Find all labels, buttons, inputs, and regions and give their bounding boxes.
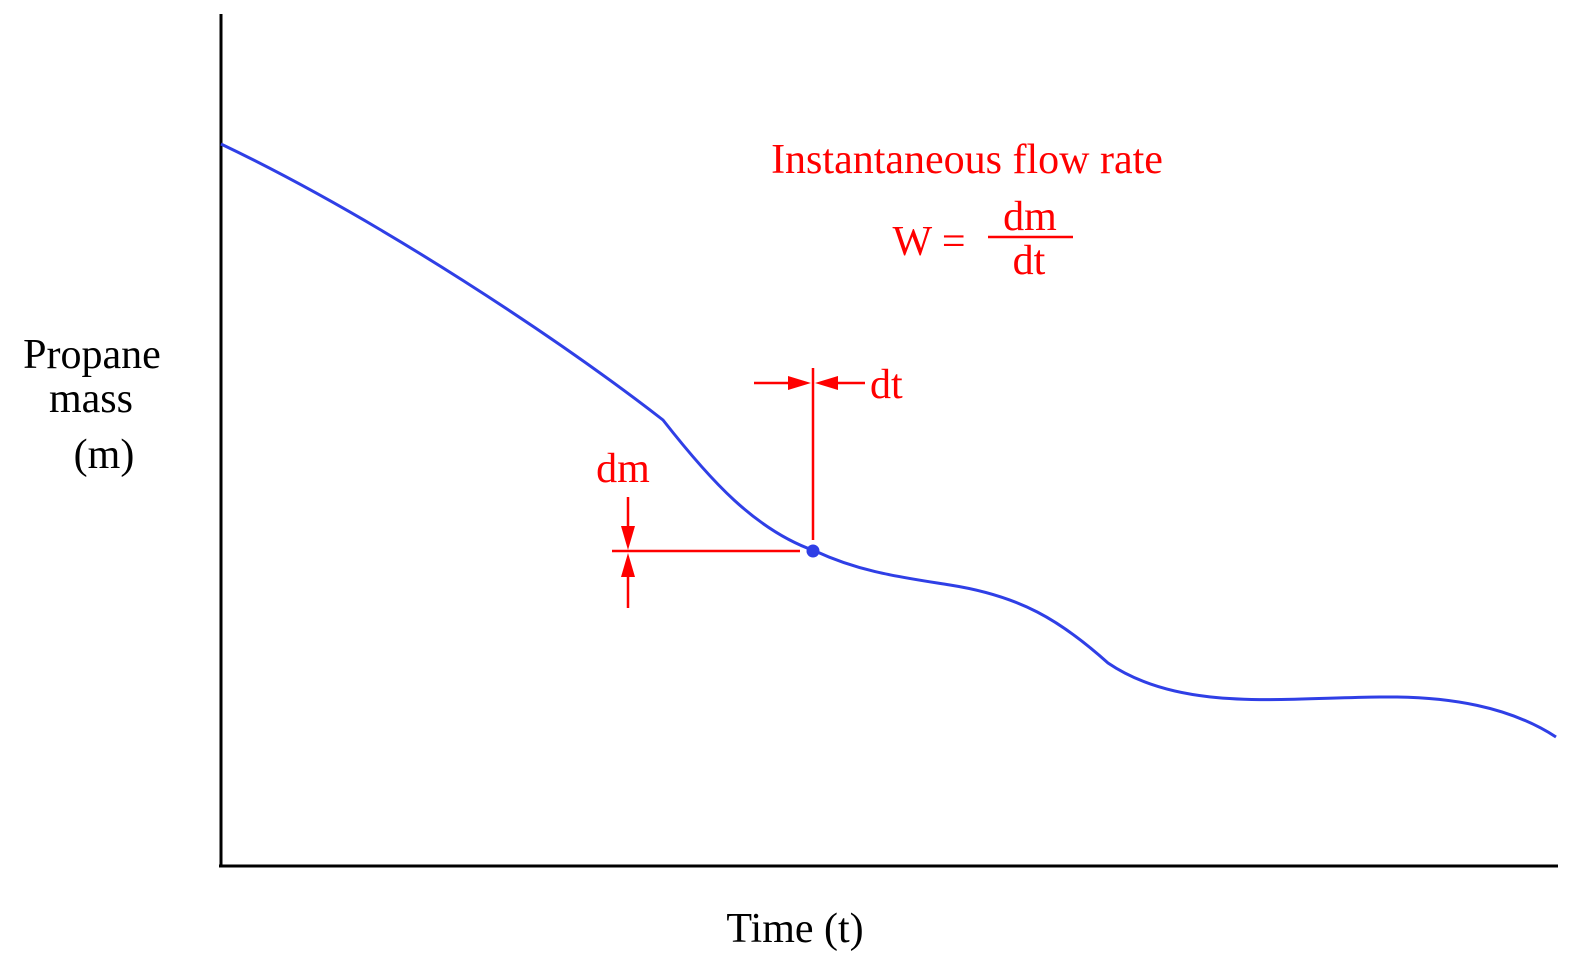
y-axis-label-line-2: mass	[49, 376, 133, 422]
x-axis-label: Time (t)	[726, 906, 863, 952]
formula-denominator: dt	[1013, 238, 1046, 284]
mass-curve	[220, 142, 1557, 739]
dm-label: dm	[596, 446, 650, 492]
dt-right-arrowhead	[815, 376, 838, 390]
dt-left-arrowhead	[788, 376, 811, 390]
dm-top-arrowhead	[621, 526, 635, 550]
instant-point	[806, 544, 820, 558]
y-axis-label-line-3: (m)	[74, 432, 135, 478]
formula-lhs: W =	[892, 219, 965, 265]
dm-bottom-arrowhead	[621, 553, 635, 577]
annotation-title: Instantaneous flow rate	[771, 137, 1163, 183]
dt-label: dt	[870, 362, 903, 408]
formula-numerator: dm	[1003, 194, 1057, 240]
y-axis-label-line-1: Propane	[23, 332, 161, 378]
